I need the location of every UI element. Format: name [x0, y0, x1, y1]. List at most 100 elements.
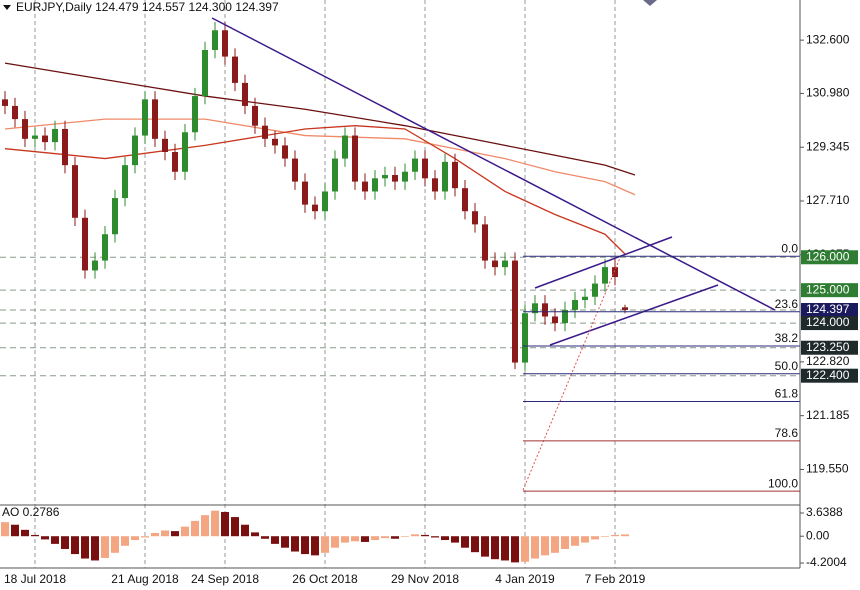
ao-bar	[541, 536, 549, 556]
candle-body	[12, 105, 18, 120]
ao-bar	[121, 536, 129, 546]
candle-body	[582, 296, 588, 301]
candle-body	[152, 99, 158, 139]
candle-body	[262, 125, 268, 139]
x-tick-label: 24 Sep 2018	[191, 572, 259, 586]
channel-line	[534, 236, 673, 289]
level-box	[801, 340, 858, 355]
candle-body	[182, 132, 188, 172]
ao-bar	[511, 536, 519, 563]
candle-body	[222, 30, 228, 57]
candle-body	[382, 175, 388, 179]
ao-bar	[361, 536, 369, 542]
candle-body	[492, 260, 498, 268]
candle-body	[332, 158, 338, 192]
ao-bar	[551, 536, 559, 553]
ao-bar	[521, 536, 529, 562]
ao-bar	[561, 536, 569, 549]
ao-bar	[381, 536, 389, 539]
ao-bar	[601, 536, 609, 537]
candle-body	[472, 211, 478, 225]
level-box	[801, 368, 858, 383]
candle-body	[142, 99, 148, 136]
level-box	[801, 316, 858, 331]
candle-body	[552, 316, 558, 324]
fibo-label: 0.0	[781, 241, 798, 255]
ao-bar	[441, 536, 449, 541]
x-tick-label: 4 Jan 2019	[495, 572, 555, 586]
candle-body	[162, 138, 168, 152]
fibonacci: 0.0 23.6 38.2 50.0 61.8 78.6 100.0	[523, 241, 800, 492]
y-tick-label: 121.185	[806, 408, 850, 422]
candle-body	[542, 303, 548, 317]
ao-bar	[401, 536, 409, 537]
ao-label: AO 0.2786	[2, 505, 60, 519]
ao-bar	[471, 536, 479, 553]
ao-bar	[531, 536, 539, 559]
ao-tick-label: 0.00	[806, 528, 830, 542]
ao-tick-label: 3.6388	[806, 505, 843, 519]
candle-body	[192, 96, 198, 133]
ao-bar	[131, 536, 139, 541]
menu-icon[interactable]	[3, 5, 11, 10]
candle-body	[392, 175, 398, 182]
ao-bar	[61, 536, 69, 549]
candle-body	[92, 260, 98, 271]
ao-bar	[371, 536, 379, 541]
candle-body	[522, 313, 528, 363]
ao-bar	[81, 536, 89, 559]
candle-body	[612, 267, 618, 278]
x-tick-label: 26 Oct 2018	[292, 572, 358, 586]
candle-body	[212, 30, 218, 51]
ao-bar	[221, 511, 229, 537]
candle-body	[112, 198, 118, 235]
ao-bar	[571, 536, 579, 546]
candle-body	[482, 224, 488, 261]
level-box	[801, 250, 858, 265]
ao-bar	[241, 524, 249, 537]
ao-bar	[181, 526, 189, 537]
ao-bar	[481, 536, 489, 557]
scroll-icon[interactable]	[643, 0, 657, 6]
y-tick-label: 127.710	[806, 193, 850, 207]
ao-bar	[51, 536, 59, 544]
ao-bar	[431, 536, 439, 538]
candle-body	[132, 135, 138, 166]
ao-bar	[201, 515, 209, 537]
ao-bar	[411, 534, 419, 537]
ao-bar	[261, 536, 269, 539]
candle-body	[322, 191, 328, 212]
candle-body	[52, 128, 58, 143]
x-tick-label: 18 Jul 2018	[4, 572, 66, 586]
ao-bar	[311, 536, 319, 556]
candle-body	[302, 181, 308, 205]
moving-average	[4, 125, 626, 255]
ao-bar	[351, 536, 359, 542]
candle-body	[282, 145, 288, 159]
ao-bar	[71, 536, 79, 555]
channel-line	[549, 284, 719, 346]
candle-body	[272, 138, 278, 146]
ao-bar	[251, 532, 259, 537]
chart-title: EURJPY,Daily 124.479 124.557 124.300 124…	[16, 0, 279, 14]
level-label: 123.250	[806, 340, 850, 354]
level-label: 124.000	[806, 315, 850, 329]
ao-bar	[151, 533, 159, 537]
candle-body	[42, 135, 48, 143]
ao-bar	[1, 522, 9, 537]
level-label: 122.400	[806, 368, 850, 382]
candle-body	[512, 260, 518, 363]
ao-bar	[611, 534, 619, 537]
level-box	[801, 303, 858, 318]
candle-body	[102, 234, 108, 261]
ao-bar	[491, 536, 499, 560]
ao-bar	[591, 536, 599, 540]
candle-body	[72, 165, 78, 218]
candle-body	[562, 309, 568, 324]
y-tick-label: 122.820	[806, 354, 850, 368]
ao-bar	[91, 536, 99, 561]
ao-bar	[101, 536, 109, 558]
ao-bar	[271, 536, 279, 544]
candle-body	[442, 161, 448, 192]
